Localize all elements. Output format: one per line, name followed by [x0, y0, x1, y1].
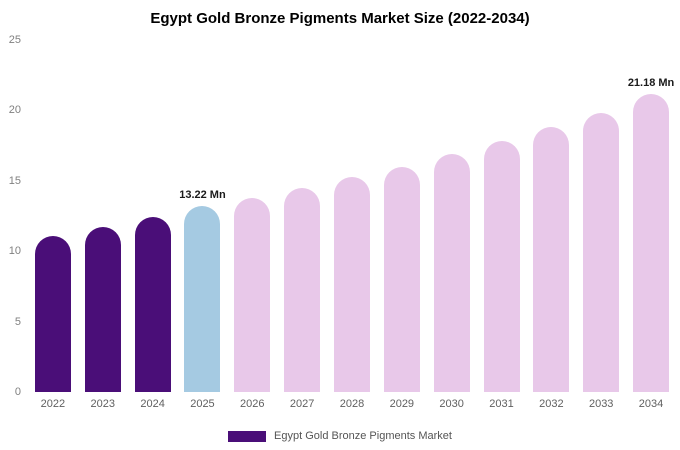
bar-2027	[284, 187, 321, 392]
bar-2028	[333, 177, 370, 392]
x-label-2030: 2030	[439, 398, 464, 410]
data-label-2025: 13.22 Mn	[179, 188, 226, 201]
x-label-2033: 2033	[588, 398, 614, 410]
y-tick-10: 10	[8, 245, 21, 258]
bar-column-2025: 13.22 Mn	[178, 40, 228, 392]
data-label-2034: 21.18 Mn	[627, 76, 675, 89]
bar-column-2026	[227, 40, 277, 392]
bar-2031	[483, 141, 520, 392]
x-label-2031: 2031	[489, 398, 514, 410]
bar-2024	[134, 217, 171, 392]
plot-area: 13.22 Mn 21.18 Mn	[28, 40, 676, 392]
y-tick-20: 20	[8, 104, 21, 117]
legend-label: Egypt Gold Bronze Pigments Market	[274, 430, 452, 442]
bar-column-2028	[327, 40, 377, 392]
bar-column-2031	[477, 40, 527, 392]
bar-2030	[433, 154, 470, 392]
x-label-2032: 2032	[539, 398, 564, 410]
bar-column-2027	[277, 40, 327, 392]
bar-2023	[84, 227, 121, 392]
x-label-2025: 2025	[190, 398, 215, 410]
x-label-2024: 2024	[140, 398, 165, 410]
bar-2032	[533, 127, 570, 392]
bar-column-2032	[526, 40, 576, 392]
legend: Egypt Gold Bronze Pigments Market	[0, 430, 680, 442]
y-tick-25: 25	[8, 34, 21, 46]
bar-2026	[234, 198, 271, 392]
bar-2033	[583, 113, 620, 392]
x-label-2028: 2028	[339, 398, 365, 410]
x-label-2029: 2029	[389, 398, 415, 410]
chart-title: Egypt Gold Bronze Pigments Market Size (…	[150, 10, 530, 27]
bar-column-2023	[78, 40, 128, 392]
bar-column-2022	[28, 40, 78, 392]
x-label-2026: 2026	[240, 398, 265, 410]
bar-2034	[633, 93, 670, 392]
bar-column-2024	[128, 40, 178, 392]
y-tick-15: 15	[8, 174, 21, 187]
bar-2022	[34, 235, 71, 392]
bar-2029	[383, 166, 420, 392]
bar-column-2033	[576, 40, 626, 392]
x-label-2022: 2022	[40, 398, 66, 410]
y-tick-0: 0	[14, 386, 21, 398]
legend-swatch	[228, 430, 267, 442]
bar-column-2030	[427, 40, 477, 392]
y-tick-5: 5	[14, 315, 21, 328]
x-label-2023: 2023	[90, 398, 115, 410]
bar-2025	[184, 205, 221, 392]
x-label-2027: 2027	[289, 398, 315, 410]
x-label-2034: 2034	[638, 398, 664, 410]
bar-column-2029	[377, 40, 427, 392]
y-axis: 0 5 10 15 20 25	[0, 34, 24, 398]
x-axis: 2022 2023 2024 2025 2026 2027 2028 2029 2030 2031…	[28, 398, 676, 410]
bar-column-2034: 21.18 Mn	[626, 40, 676, 392]
